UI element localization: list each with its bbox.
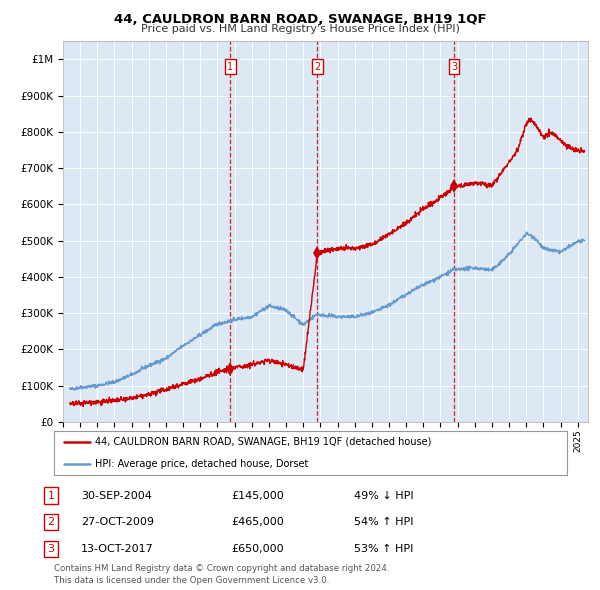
Text: Price paid vs. HM Land Registry's House Price Index (HPI): Price paid vs. HM Land Registry's House … bbox=[140, 24, 460, 34]
Text: HPI: Average price, detached house, Dorset: HPI: Average price, detached house, Dors… bbox=[95, 459, 308, 469]
Text: 53% ↑ HPI: 53% ↑ HPI bbox=[354, 544, 413, 553]
Text: 44, CAULDRON BARN ROAD, SWANAGE, BH19 1QF: 44, CAULDRON BARN ROAD, SWANAGE, BH19 1Q… bbox=[113, 13, 487, 26]
Text: Contains HM Land Registry data © Crown copyright and database right 2024.
This d: Contains HM Land Registry data © Crown c… bbox=[54, 565, 389, 585]
Text: 3: 3 bbox=[47, 544, 55, 553]
Text: 13-OCT-2017: 13-OCT-2017 bbox=[81, 544, 154, 553]
Text: 1: 1 bbox=[227, 62, 233, 71]
Text: £650,000: £650,000 bbox=[231, 544, 284, 553]
Text: 54% ↑ HPI: 54% ↑ HPI bbox=[354, 517, 413, 527]
Text: 44, CAULDRON BARN ROAD, SWANAGE, BH19 1QF (detached house): 44, CAULDRON BARN ROAD, SWANAGE, BH19 1Q… bbox=[95, 437, 431, 447]
Text: 2: 2 bbox=[47, 517, 55, 527]
Text: 49% ↓ HPI: 49% ↓ HPI bbox=[354, 491, 413, 500]
Text: £465,000: £465,000 bbox=[231, 517, 284, 527]
Text: 27-OCT-2009: 27-OCT-2009 bbox=[81, 517, 154, 527]
Text: 2: 2 bbox=[314, 62, 320, 71]
Text: 1: 1 bbox=[47, 491, 55, 500]
Text: 30-SEP-2004: 30-SEP-2004 bbox=[81, 491, 152, 500]
Text: £145,000: £145,000 bbox=[231, 491, 284, 500]
Text: 3: 3 bbox=[451, 62, 457, 71]
